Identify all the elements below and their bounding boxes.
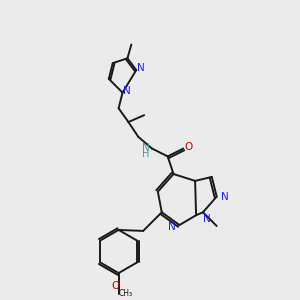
Text: N: N: [142, 142, 150, 152]
Text: O: O: [112, 281, 120, 291]
Text: N: N: [137, 63, 145, 73]
Text: N: N: [203, 214, 211, 224]
Text: N: N: [221, 192, 228, 202]
Text: H: H: [142, 149, 150, 159]
Text: N: N: [123, 85, 130, 96]
Text: O: O: [184, 142, 192, 152]
Text: N: N: [168, 222, 176, 232]
Text: CH₃: CH₃: [118, 289, 133, 298]
